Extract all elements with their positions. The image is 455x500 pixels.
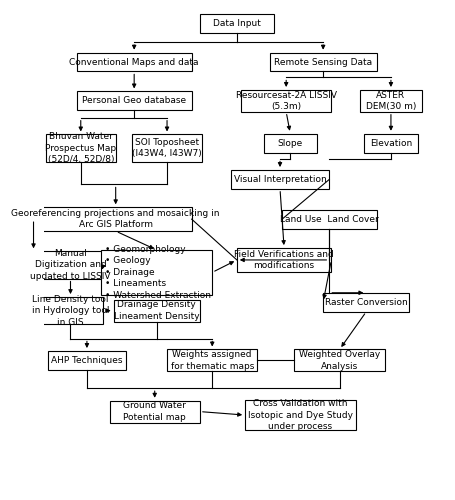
Text: Land Use  Land Cover: Land Use Land Cover bbox=[279, 214, 378, 224]
FancyBboxPatch shape bbox=[263, 134, 316, 152]
FancyBboxPatch shape bbox=[38, 251, 103, 278]
FancyBboxPatch shape bbox=[109, 400, 199, 422]
FancyBboxPatch shape bbox=[199, 14, 273, 33]
FancyBboxPatch shape bbox=[240, 90, 331, 112]
Text: Conventional Maps and data: Conventional Maps and data bbox=[69, 58, 198, 66]
Text: Elevation: Elevation bbox=[369, 138, 411, 147]
FancyBboxPatch shape bbox=[282, 210, 376, 229]
Text: Data Input: Data Input bbox=[212, 20, 260, 28]
Text: Line Density tool
in Hydrology tool
in GIS: Line Density tool in Hydrology tool in G… bbox=[32, 294, 109, 326]
FancyBboxPatch shape bbox=[46, 134, 116, 162]
Text: Resourcesat-2A LISSIV
(5.3m): Resourcesat-2A LISSIV (5.3m) bbox=[235, 90, 336, 111]
Text: Remote Sensing Data: Remote Sensing Data bbox=[273, 58, 371, 66]
FancyBboxPatch shape bbox=[101, 250, 212, 294]
Text: Bhuvan Water
Prospectus Map
(52D/4, 52D/8): Bhuvan Water Prospectus Map (52D/4, 52D/… bbox=[45, 132, 116, 164]
Text: AHP Techniques: AHP Techniques bbox=[51, 356, 122, 365]
Text: Visual Interpretation: Visual Interpretation bbox=[233, 175, 326, 184]
Text: • Geomorphology
• Geology
• Drainage
• Lineaments
• Watershed Extraction: • Geomorphology • Geology • Drainage • L… bbox=[105, 245, 211, 300]
Text: Weights assigned
for thematic maps: Weights assigned for thematic maps bbox=[170, 350, 253, 370]
Text: Georeferencing projections and mosaicking in
Arc GIS Platform: Georeferencing projections and mosaickin… bbox=[11, 209, 219, 230]
FancyBboxPatch shape bbox=[236, 248, 331, 272]
Text: Ground Water
Potential map: Ground Water Potential map bbox=[123, 402, 186, 422]
Text: ASTER
DEM(30 m): ASTER DEM(30 m) bbox=[365, 90, 415, 111]
FancyBboxPatch shape bbox=[38, 297, 103, 324]
FancyBboxPatch shape bbox=[244, 400, 355, 430]
FancyBboxPatch shape bbox=[230, 170, 329, 189]
FancyBboxPatch shape bbox=[48, 351, 126, 370]
Text: Personal Geo database: Personal Geo database bbox=[82, 96, 186, 106]
FancyBboxPatch shape bbox=[323, 293, 409, 312]
FancyBboxPatch shape bbox=[167, 350, 257, 372]
FancyBboxPatch shape bbox=[76, 92, 191, 110]
Text: Cross Validation with
Isotopic and Dye Study
under process: Cross Validation with Isotopic and Dye S… bbox=[248, 399, 352, 431]
Text: Slope: Slope bbox=[277, 138, 302, 147]
Text: Field Verifications and
modifications: Field Verifications and modifications bbox=[234, 250, 333, 270]
FancyBboxPatch shape bbox=[294, 350, 384, 372]
FancyBboxPatch shape bbox=[359, 90, 421, 112]
Text: Weighted Overlay
Analysis: Weighted Overlay Analysis bbox=[298, 350, 379, 370]
Text: Manual
Digitization and
updated to LISSIV: Manual Digitization and updated to LISSI… bbox=[30, 249, 111, 281]
Text: Drainage Density
Lineament Density: Drainage Density Lineament Density bbox=[114, 300, 199, 321]
FancyBboxPatch shape bbox=[40, 207, 191, 231]
FancyBboxPatch shape bbox=[269, 52, 376, 72]
Text: SOI Toposheet
(I43W4, I43W7): SOI Toposheet (I43W4, I43W7) bbox=[132, 138, 202, 158]
Text: Raster Conversion: Raster Conversion bbox=[324, 298, 407, 306]
FancyBboxPatch shape bbox=[364, 134, 417, 152]
FancyBboxPatch shape bbox=[113, 300, 199, 322]
FancyBboxPatch shape bbox=[132, 134, 202, 162]
FancyBboxPatch shape bbox=[76, 52, 191, 72]
